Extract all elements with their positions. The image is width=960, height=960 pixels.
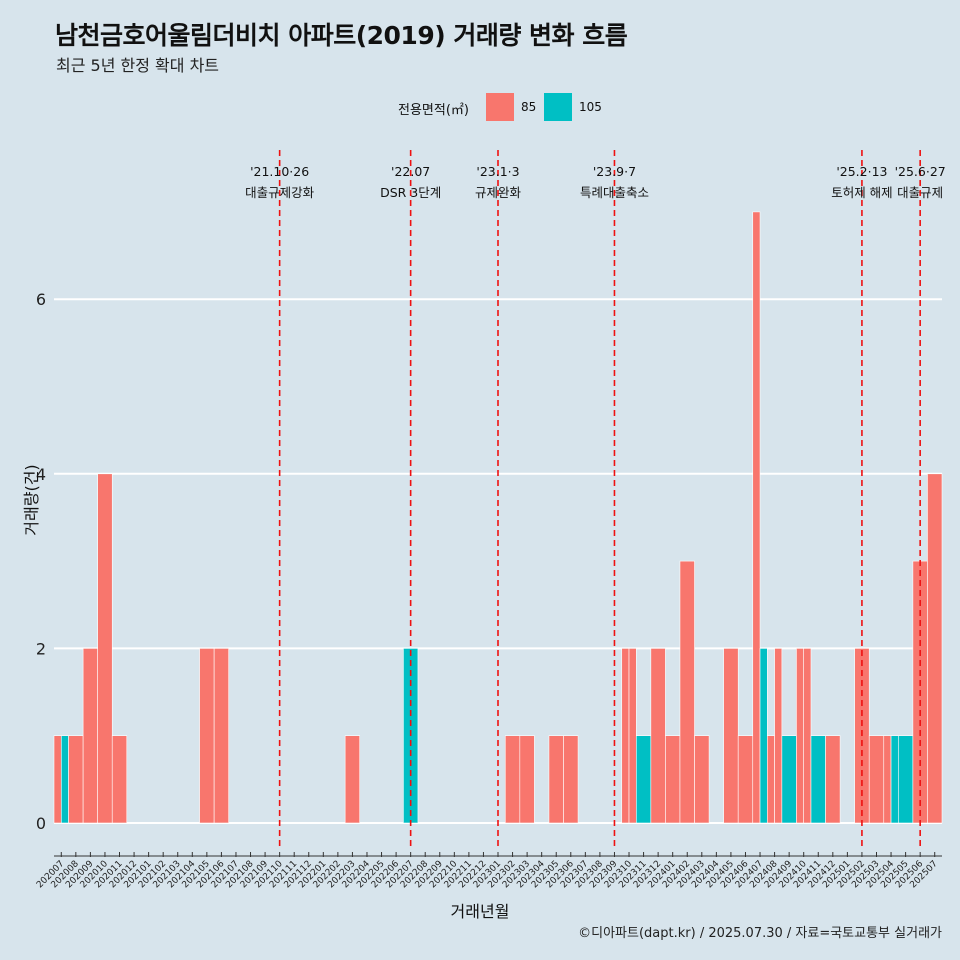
event-date-label: '25.6·27 bbox=[895, 164, 946, 179]
bar-202310-85 bbox=[621, 648, 630, 824]
legend-key-105 bbox=[544, 93, 572, 121]
bar-202505-105 bbox=[898, 735, 914, 824]
event-text-label: DSR 3단계 bbox=[380, 185, 441, 200]
bar-202203-85 bbox=[344, 735, 361, 824]
legend-title: 전용면적(㎡) bbox=[398, 103, 469, 118]
y-tick-label: 6 bbox=[36, 290, 46, 309]
bar-202407-105 bbox=[759, 648, 768, 824]
bar-202008-85 bbox=[68, 735, 84, 824]
y-tick-label: 4 bbox=[36, 465, 46, 484]
bar-202408-85 bbox=[774, 648, 783, 824]
event-text-label: 대출규제강화 bbox=[245, 185, 315, 200]
bar-202503-85 bbox=[868, 735, 885, 824]
bar-202410-85 bbox=[803, 648, 812, 824]
event-text-label: 특례대출축소 bbox=[580, 185, 649, 200]
x-axis-title: 거래년월 bbox=[450, 902, 510, 921]
bar-202407-85 bbox=[752, 211, 761, 824]
bar-202306-85 bbox=[563, 735, 579, 824]
bar-202105-85 bbox=[199, 648, 215, 824]
chart-title: 남천금호어울림더비치 아파트(2019) 거래량 변화 흐름 bbox=[55, 21, 628, 50]
bar-202106-85 bbox=[213, 648, 229, 824]
legend: 전용면적(㎡) 85 105 bbox=[0, 93, 960, 121]
event-date-label: '23.9·7 bbox=[593, 164, 636, 179]
bar-202009-85 bbox=[82, 648, 98, 824]
bar-202007-85 bbox=[53, 735, 62, 824]
event-date-label: '22.07 bbox=[391, 164, 430, 179]
bar-202401-85 bbox=[665, 735, 681, 824]
bar-202010-85 bbox=[97, 473, 113, 824]
y-tick-label: 0 bbox=[36, 814, 46, 833]
chart-subtitle: 최근 5년 한정 확대 차트 bbox=[56, 56, 220, 75]
bar-202507-85 bbox=[927, 473, 943, 824]
bar-202011-85 bbox=[111, 735, 128, 824]
bar-202409-105 bbox=[781, 735, 797, 824]
bar-202302-85 bbox=[504, 735, 521, 824]
bar-202007-105 bbox=[60, 735, 69, 824]
legend-label-105: 105 bbox=[579, 100, 602, 114]
caption: ©디아파트(dapt.kr) / 2025.07.30 / 자료=국토교통부 실… bbox=[578, 926, 942, 941]
event-date-label: '23.1·3 bbox=[476, 164, 519, 179]
event-date-label: '21.10·26 bbox=[250, 164, 309, 179]
bar-202403-85 bbox=[694, 735, 710, 824]
bar-202406-85 bbox=[737, 735, 754, 824]
bar-202303-85 bbox=[519, 735, 535, 824]
legend-key-85 bbox=[486, 93, 514, 121]
bar-202312-85 bbox=[650, 648, 666, 824]
bar-202305-85 bbox=[548, 735, 564, 824]
legend-label-85: 85 bbox=[521, 100, 537, 114]
bar-202410-85 bbox=[796, 648, 805, 824]
bar-202504-105 bbox=[890, 735, 899, 824]
event-text-label: 대출규제 bbox=[897, 185, 943, 200]
bar-202405-85 bbox=[723, 648, 739, 824]
bar-202311-105 bbox=[635, 735, 652, 824]
bar-202411-105 bbox=[810, 735, 826, 824]
y-tick-label: 2 bbox=[36, 639, 46, 658]
bar-202310-85 bbox=[628, 648, 637, 824]
bar-202504-85 bbox=[883, 735, 892, 824]
event-text-label: 규제완화 bbox=[475, 185, 522, 200]
bar-202412-85 bbox=[825, 735, 841, 824]
event-date-label: '25.2·13 bbox=[836, 164, 887, 179]
bar-202402-85 bbox=[679, 560, 695, 824]
y-axis-title: 거래량(건) bbox=[22, 464, 41, 536]
bar-202408-85 bbox=[767, 735, 775, 824]
event-text-label: 토허제 해제 bbox=[831, 185, 892, 200]
